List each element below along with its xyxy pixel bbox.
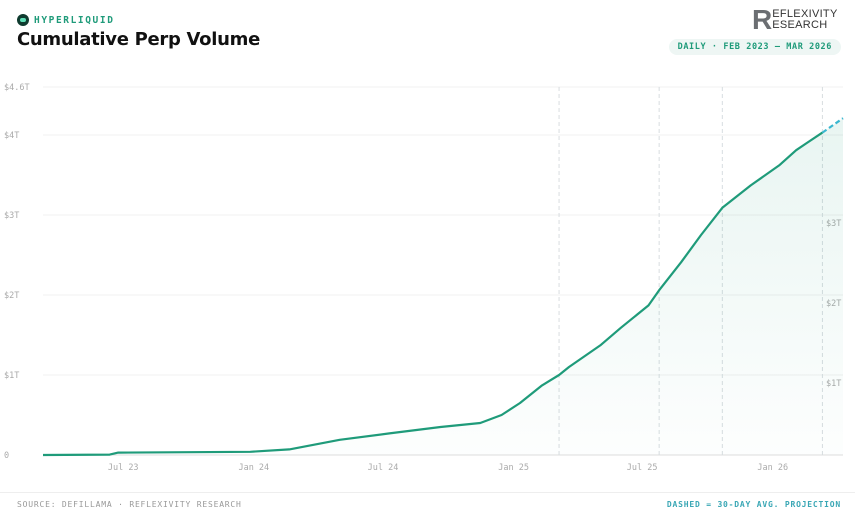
y-tick-label: $2T	[4, 291, 19, 301]
area-fill	[43, 118, 843, 455]
brand: HYPERLIQUID	[17, 14, 115, 26]
brand-name: HYPERLIQUID	[34, 14, 115, 26]
volume-line	[42, 131, 824, 457]
reflexivity-logo: R EFLEXIVITY ESEARCH	[752, 4, 838, 35]
x-tick-label: Jan 26	[757, 463, 788, 473]
hyperliquid-logo-icon	[17, 14, 29, 26]
source-text: SOURCE: DEFILLAMA · REFLEXIVITY RESEARCH	[17, 500, 242, 509]
logo-line1: EFLEXIVITY	[772, 8, 838, 20]
x-tick-label: Jul 25	[627, 463, 658, 473]
footer-divider	[0, 492, 855, 493]
projection-note: DASHED = 30-DAY AVG. PROJECTION	[666, 500, 841, 509]
logo-letter: R	[752, 4, 773, 35]
date-range-pill: DAILY · FEB 2023 – MAR 2026	[668, 39, 841, 55]
projection-line	[821, 117, 844, 134]
y-tick-label: 0	[4, 451, 9, 461]
logo-words: EFLEXIVITY ESEARCH	[772, 9, 837, 31]
y-tick-label: $1T	[4, 371, 19, 381]
chart-title: Cumulative Perp Volume	[17, 29, 260, 50]
logo-line2: ESEARCH	[772, 19, 828, 31]
x-tick-label: Jan 25	[498, 463, 529, 473]
x-tick-label: Jul 24	[368, 463, 399, 473]
y-tick-label: $3T	[4, 211, 19, 221]
x-tick-label: Jul 23	[108, 463, 139, 473]
x-tick-label: Jan 24	[238, 463, 269, 473]
y-tick-label: $4.6T	[4, 83, 30, 93]
y-tick-label: $4T	[4, 131, 19, 141]
